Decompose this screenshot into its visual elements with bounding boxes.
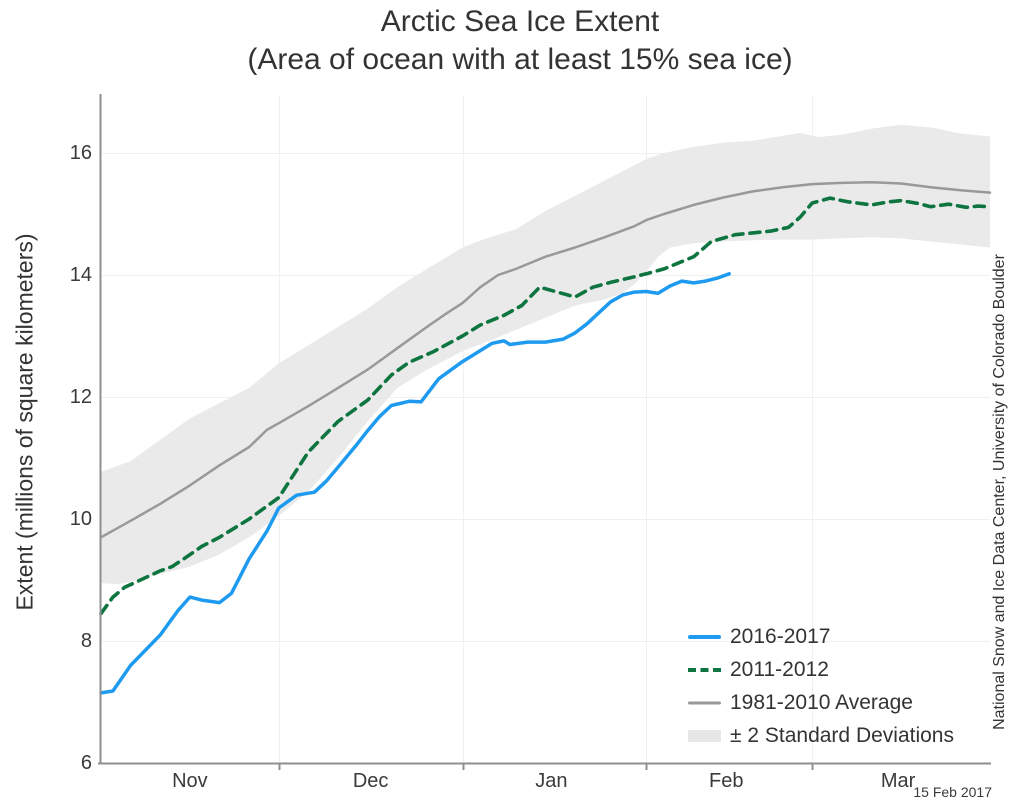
- legend-item-1981-2010-average: 1981-2010 Average: [688, 687, 913, 719]
- x-tick-label-feb: Feb: [709, 770, 744, 792]
- legend-label: ± 2 Standard Deviations: [730, 724, 954, 747]
- series-line-2011-2012: [99, 196, 992, 616]
- legend-swatch-line: [688, 701, 721, 705]
- y-tick-label: 6: [80, 752, 92, 774]
- legend-swatch: [688, 728, 721, 744]
- y-axis-label: Extent (millions of square kilometers): [11, 233, 38, 611]
- legend-swatch: [688, 695, 721, 711]
- x-tick-label-nov: Nov: [172, 770, 208, 792]
- y-tick-label: 12: [69, 386, 92, 408]
- legend-label: 2011-2012: [730, 658, 829, 681]
- legend-swatch: [688, 629, 721, 645]
- date-stamp: 15 Feb 2017: [913, 784, 992, 800]
- legend-label: 2016-2017: [730, 625, 831, 648]
- legend-label: 1981-2010 Average: [730, 691, 913, 714]
- legend-item--2-standard-deviations: ± 2 Standard Deviations: [688, 720, 954, 752]
- chart-subtitle: (Area of ocean with at least 15% sea ice…: [247, 43, 793, 76]
- chart-title: Arctic Sea Ice Extent: [380, 5, 660, 38]
- legend: 2016-2017 2011-2012 1981-2010 Average ± 2 S…: [688, 621, 998, 756]
- legend-swatch-line: [688, 668, 721, 672]
- y-tick-label: 8: [80, 630, 92, 652]
- band-std-deviations: [101, 124, 990, 585]
- legend-swatch: [688, 662, 721, 678]
- legend-item-2016-2017: 2016-2017: [688, 621, 830, 653]
- y-tick-label: 16: [69, 142, 92, 164]
- y-tick-label: 10: [69, 508, 92, 530]
- x-tick-label-mar: Mar: [880, 770, 916, 792]
- legend-swatch-line: [688, 730, 721, 742]
- chart-title-block: Arctic Sea Ice Extent (Area of ocean wit…: [30, 3, 1010, 79]
- legend-item-2011-2012: 2011-2012: [688, 654, 829, 686]
- series-line-2016-2017: [99, 272, 731, 695]
- x-tick-label-jan: Jan: [535, 770, 568, 792]
- y-tick-label: 14: [69, 264, 92, 286]
- series-line-average: [99, 181, 992, 539]
- credit-text: National Snow and Ice Data Center, Unive…: [991, 254, 1008, 730]
- x-tick-label-dec: Dec: [352, 770, 389, 792]
- legend-swatch-line: [688, 635, 721, 639]
